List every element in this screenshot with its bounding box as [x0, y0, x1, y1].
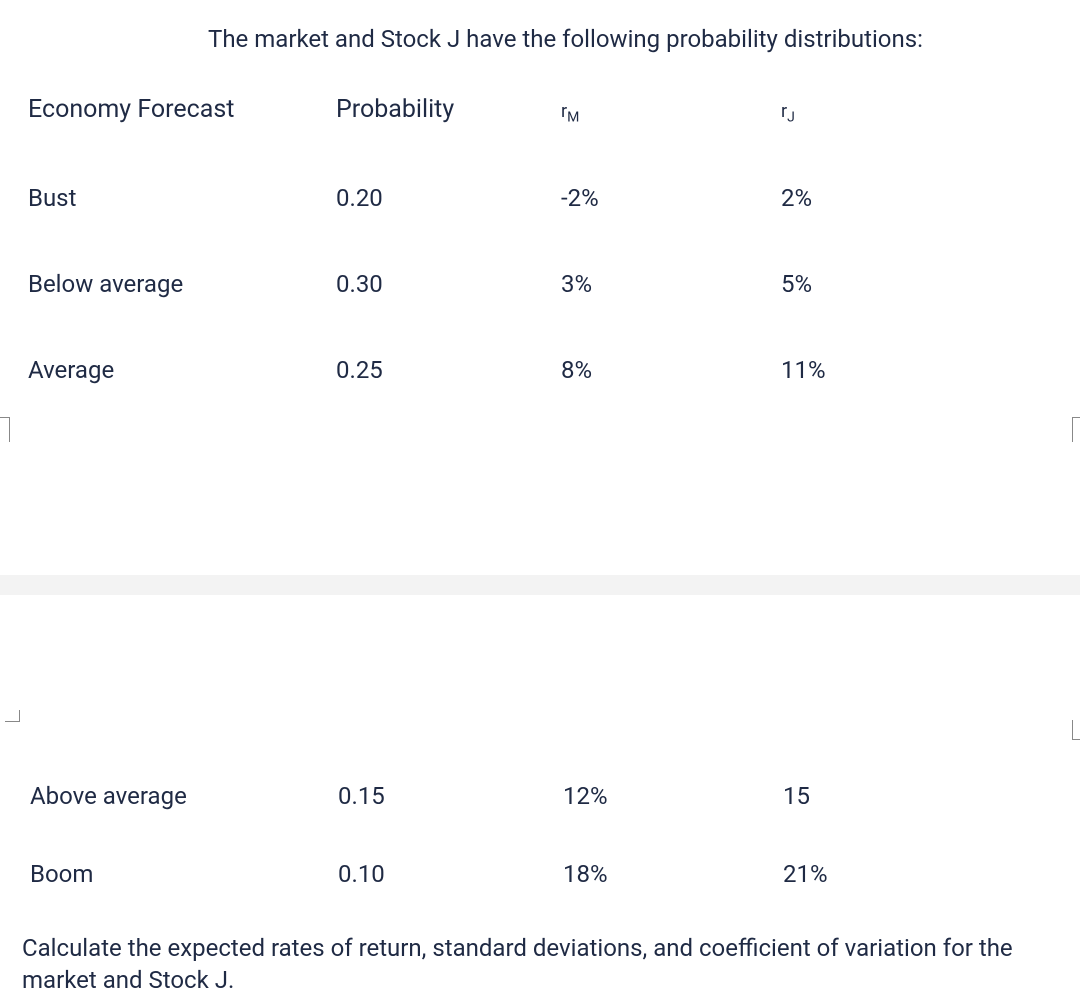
table-row: Average 0.25 8% 11%: [28, 356, 1048, 384]
cell-probability: 0.25: [336, 356, 561, 384]
page-divider: [0, 575, 1080, 595]
cell-rj: 21%: [783, 860, 983, 888]
cell-rm: 3%: [561, 270, 781, 298]
cell-forecast: Boom: [30, 860, 338, 888]
table-row: Below average 0.30 3% 5%: [28, 270, 1048, 298]
cell-probability: 0.10: [338, 860, 563, 888]
question-text: Calculate the expected rates of return, …: [22, 932, 1072, 997]
crop-mark-icon: [0, 417, 10, 442]
header-forecast: Economy Forecast: [28, 95, 336, 124]
cell-rm: 8%: [561, 356, 781, 384]
cell-rm: 18%: [563, 860, 783, 888]
rj-subscript: J: [787, 110, 795, 126]
cell-rm: -2%: [561, 184, 781, 212]
cell-rm: 12%: [563, 782, 783, 810]
cell-rj: 5%: [781, 270, 981, 298]
cell-rj: 2%: [781, 184, 981, 212]
crop-mark-icon: [1072, 720, 1080, 740]
header-rj: rJ: [781, 101, 981, 126]
cell-rj: 11%: [781, 356, 981, 384]
table-row: Bust 0.20 -2% 2%: [28, 184, 1048, 212]
rm-subscript: M: [567, 110, 579, 126]
header-rm: rM: [561, 101, 781, 126]
cell-forecast: Below average: [28, 270, 336, 298]
cell-probability: 0.30: [336, 270, 561, 298]
table-row: Above average 0.15 12% 15: [30, 782, 1050, 810]
table-row: Boom 0.10 18% 21%: [30, 860, 1050, 888]
intro-text: The market and Stock J have the followin…: [208, 25, 923, 53]
cell-probability: 0.15: [338, 782, 563, 810]
probability-table-top: Economy Forecast Probability rM rJ Bust …: [28, 95, 1048, 384]
header-probability: Probability: [336, 95, 561, 124]
cell-probability: 0.20: [336, 184, 561, 212]
table-header-row: Economy Forecast Probability rM rJ: [28, 95, 1048, 126]
cell-forecast: Above average: [30, 782, 338, 810]
cell-forecast: Average: [28, 356, 336, 384]
cell-rj: 15: [783, 782, 983, 810]
probability-table-bottom: Above average 0.15 12% 15 Boom 0.10 18% …: [30, 782, 1050, 910]
crop-mark-icon: [5, 710, 20, 722]
crop-mark-icon: [1072, 417, 1080, 442]
cell-forecast: Bust: [28, 184, 336, 212]
